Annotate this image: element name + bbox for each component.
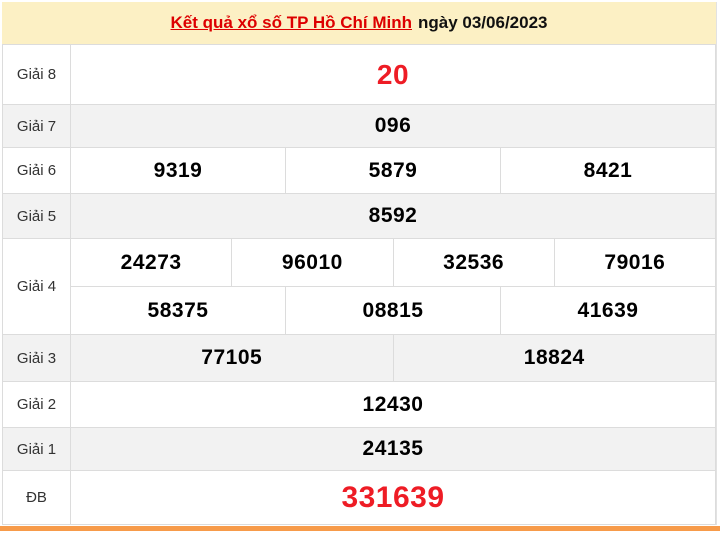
lottery-results-page: Kết quả xổ số TP Hồ Chí Minh ngày 03/06/…	[2, 2, 717, 525]
prize-row-6: Giải 6 9319 5879 8421	[2, 147, 716, 194]
bottom-accent-bar	[0, 526, 720, 531]
prize-value: 20	[70, 44, 716, 105]
prize-label: Giải 3	[2, 334, 71, 382]
prize-value: 08815	[285, 286, 501, 335]
prize-value: 331639	[70, 470, 716, 525]
prize-row-4b: 58375 08815 41639	[3, 286, 716, 335]
prize-row-3: Giải 3 77105 18824	[2, 334, 716, 382]
prize-row-5: Giải 5 8592	[2, 193, 716, 239]
prize-value: 12430	[70, 381, 716, 428]
prize-row-1: Giải 1 24135	[2, 427, 716, 471]
results-table: Giải 8 20 Giải 7 096 Giải 6 9319 5879 84…	[2, 44, 717, 525]
results-title-link[interactable]: Kết quả xổ số TP Hồ Chí Minh	[170, 13, 412, 32]
prize-label: Giải 7	[2, 104, 71, 148]
results-header: Kết quả xổ số TP Hồ Chí Minh ngày 03/06/…	[2, 2, 716, 44]
prize-value: 58375	[70, 286, 286, 335]
results-date: ngày 03/06/2023	[418, 13, 548, 32]
prize-label: Giải 2	[2, 381, 71, 428]
prize-value: 96010	[231, 238, 394, 287]
prize-label: ĐB	[2, 470, 71, 525]
prize-row-special: ĐB 331639	[2, 470, 716, 525]
prize-value: 8421	[500, 147, 716, 194]
prize-value: 79016	[553, 238, 717, 287]
prize-value: 32536	[392, 238, 555, 287]
prize-value: 77105	[70, 334, 394, 382]
prize-value: 41639	[500, 286, 716, 335]
prize-label: Giải 4	[2, 238, 71, 335]
prize-value: 24135	[70, 427, 716, 471]
prize-value: 8592	[70, 193, 716, 239]
prize-row-4: Giải 4 24273 96010 32536 79016	[2, 238, 717, 335]
prize-value: 5879	[285, 147, 501, 194]
prize-value: 096	[70, 104, 716, 148]
prize-row-2: Giải 2 12430	[2, 381, 716, 428]
prize-label: Giải 5	[2, 193, 71, 239]
prize-label: Giải 8	[2, 44, 71, 105]
prize-value: 9319	[70, 147, 286, 194]
prize-row-7: Giải 7 096	[2, 104, 716, 148]
prize-value: 18824	[392, 334, 716, 382]
prize-label: Giải 1	[2, 427, 71, 471]
prize-label: Giải 6	[2, 147, 71, 194]
prize-value: 24273	[69, 238, 233, 287]
prize-row-8: Giải 8 20	[2, 44, 716, 105]
